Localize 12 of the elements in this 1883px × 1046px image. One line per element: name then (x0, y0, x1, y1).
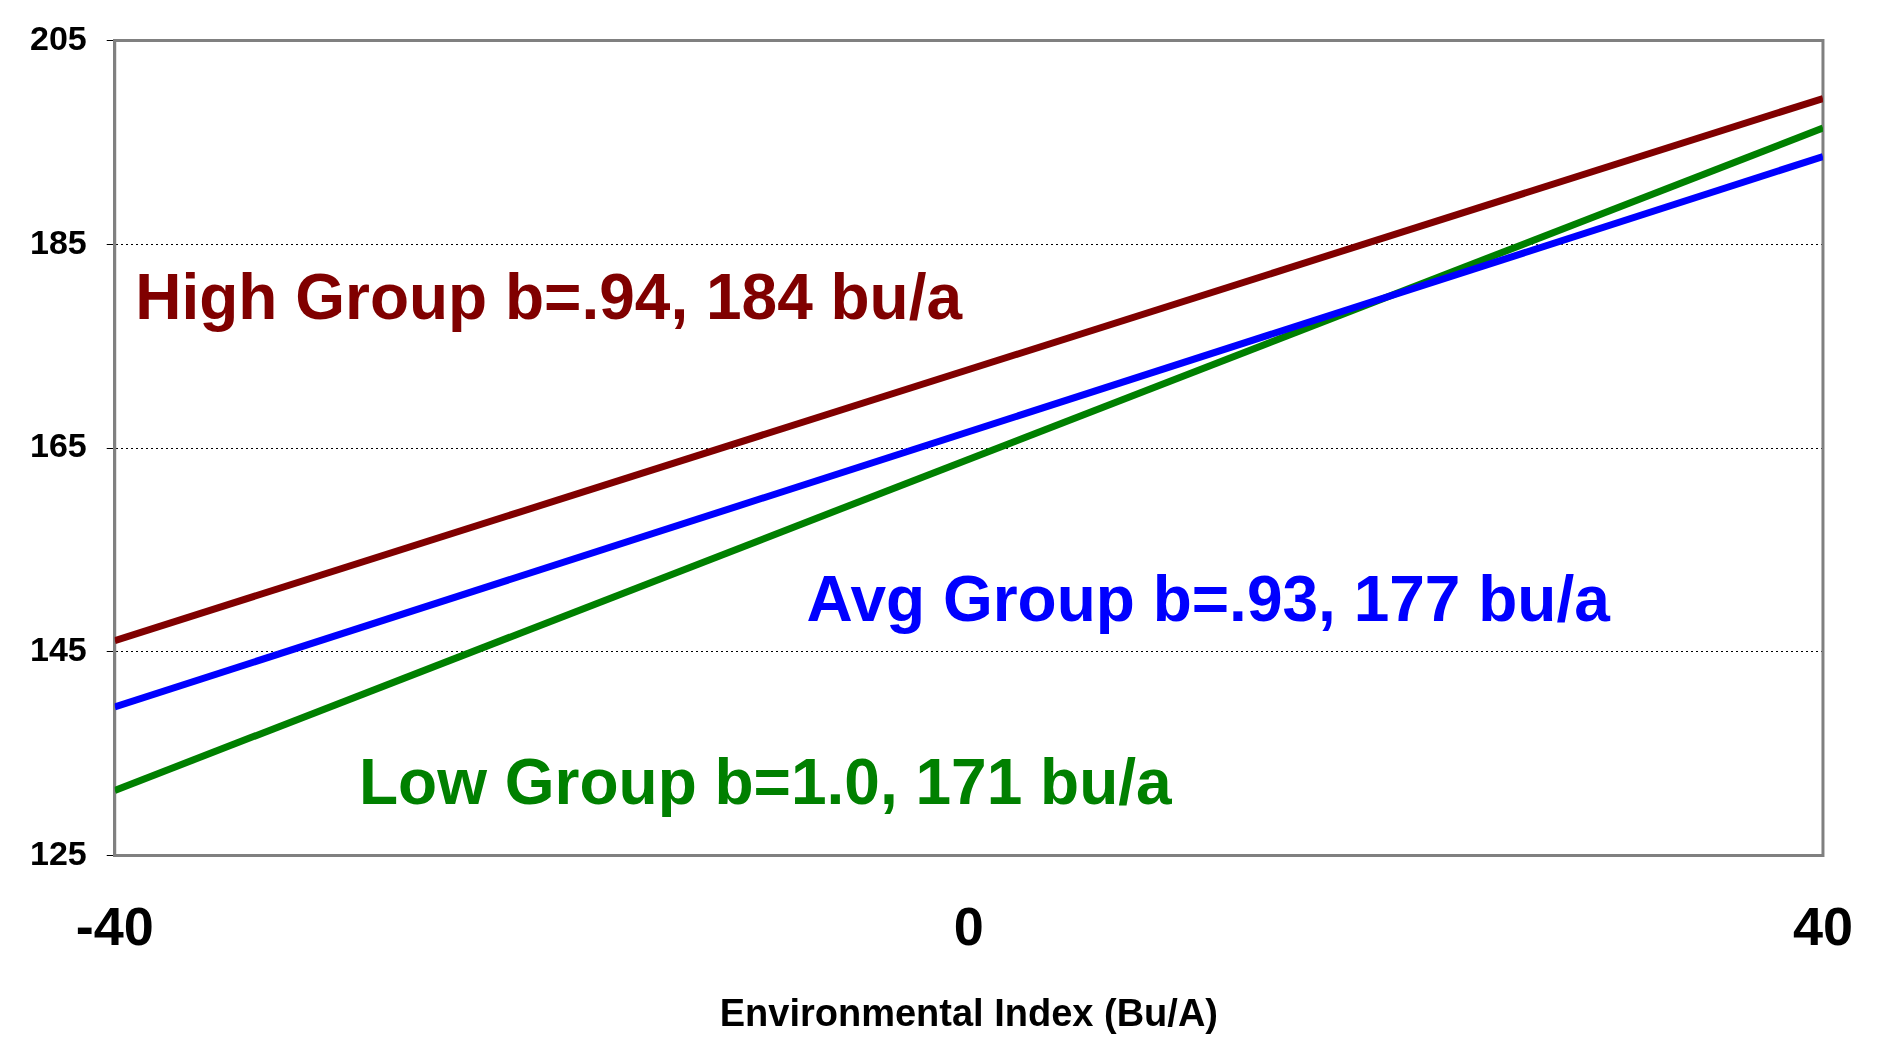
y-tick-label: 205 (29, 18, 87, 57)
x-tick-label: 0 (953, 895, 984, 956)
x-tick-label: 40 (1792, 895, 1854, 956)
series-label: Avg Group b=.93, 177 bu/a (806, 562, 1611, 635)
y-tick-label: 185 (29, 222, 87, 261)
y-tick-label: 125 (29, 833, 87, 872)
series-label: High Group b=.94, 184 bu/a (135, 260, 963, 333)
y-tick-label: 145 (29, 630, 87, 669)
y-tick-label: 165 (29, 426, 87, 465)
series-label: Low Group b=1.0, 171 bu/a (359, 745, 1173, 818)
x-tick-label: -40 (75, 895, 154, 956)
x-axis-title: Environmental Index (Bu/A) (719, 991, 1218, 1034)
